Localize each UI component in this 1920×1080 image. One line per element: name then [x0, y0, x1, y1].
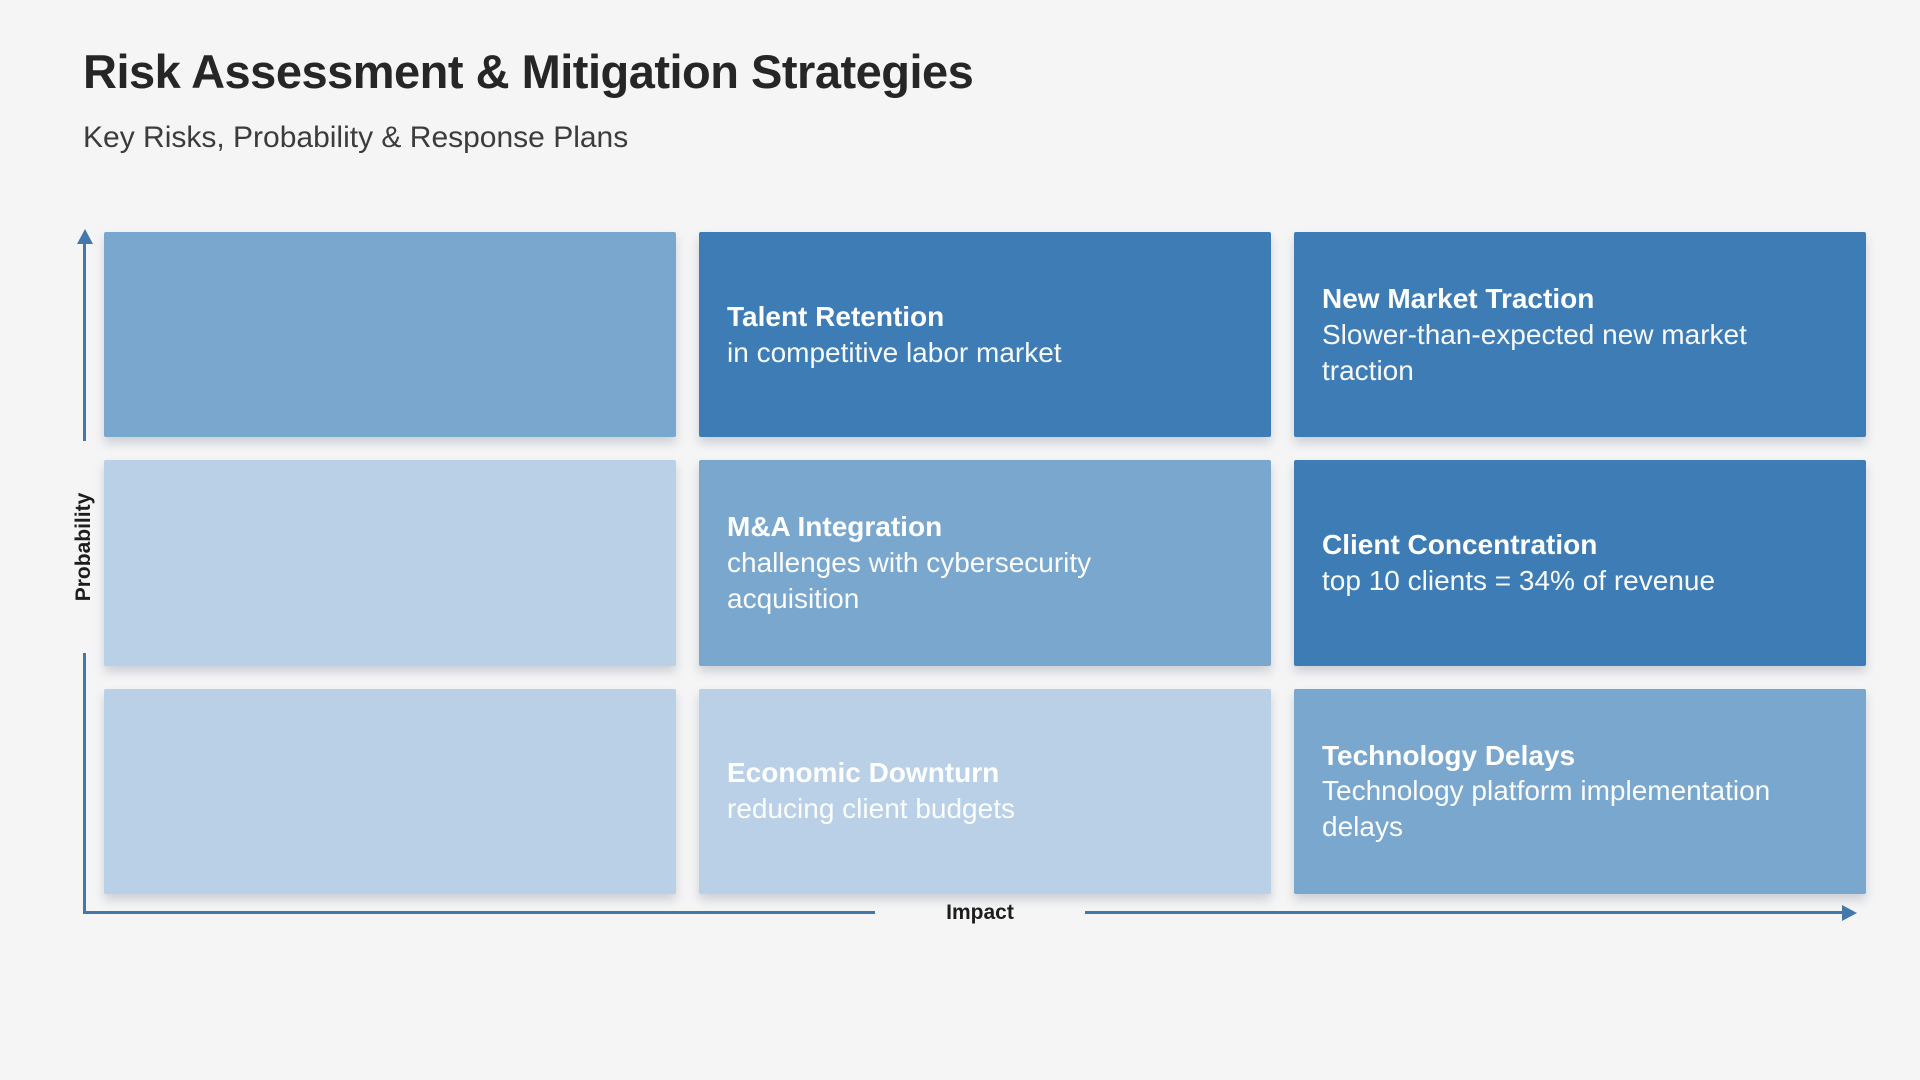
risk-cell-title: Talent Retention — [727, 300, 945, 332]
risk-cell-description: Technology platform implementation delay… — [1322, 775, 1771, 843]
y-axis-arrow-icon — [77, 229, 93, 244]
risk-cell-title: Technology Delays — [1322, 739, 1576, 771]
slide-header: Risk Assessment & Mitigation Strategies … — [83, 44, 974, 155]
risk-cell-title: M&A Integration — [727, 511, 943, 543]
x-axis-line-right — [1085, 911, 1845, 914]
risk-cell-title: Economic Downturn — [727, 757, 1000, 789]
risk-cell-title: Client Concentration — [1322, 529, 1598, 561]
risk-cell-description: reducing client budgets — [727, 793, 1015, 825]
x-axis-line-left — [83, 911, 875, 914]
risk-cell-description: in competitive labor market — [727, 336, 1062, 368]
risk-cell-description: challenges with cybersecurity acquisitio… — [727, 547, 1092, 614]
risk-cell-economic-downturn: Economic Downturn reducing client budget… — [699, 688, 1271, 894]
risk-cell-title: New Market Traction — [1322, 282, 1595, 314]
risk-cell-talent-retention: Talent Retention in competitive labor ma… — [699, 232, 1271, 438]
risk-matrix: Talent Retention in competitive labor ma… — [104, 232, 1866, 894]
y-axis-label: Probability — [72, 492, 95, 602]
x-axis-arrow-icon — [1842, 905, 1857, 921]
risk-cell-r3c1 — [104, 688, 676, 894]
risk-cell-r2c1 — [104, 460, 676, 666]
risk-cell-client-concentration: Client Concentration top 10 clients = 34… — [1294, 460, 1866, 666]
page-title: Risk Assessment & Mitigation Strategies — [83, 45, 974, 98]
y-axis-line-top — [83, 243, 86, 441]
risk-cell-ma-integration: M&A Integration challenges with cybersec… — [699, 460, 1271, 666]
y-axis-line-bottom — [83, 653, 86, 914]
risk-cell-new-market-traction: New Market Traction Slower-than-expected… — [1294, 232, 1866, 438]
risk-cell-description: Slower-than-expected new market traction — [1322, 318, 1747, 386]
risk-cell-technology-delays: Technology Delays Technology platform im… — [1294, 688, 1866, 894]
page-subtitle: Key Risks, Probability & Response Plans — [83, 121, 629, 154]
x-axis-label: Impact — [946, 901, 1014, 924]
risk-cell-description: top 10 clients = 34% of revenue — [1322, 564, 1716, 596]
risk-cell-r1c1 — [104, 232, 676, 438]
